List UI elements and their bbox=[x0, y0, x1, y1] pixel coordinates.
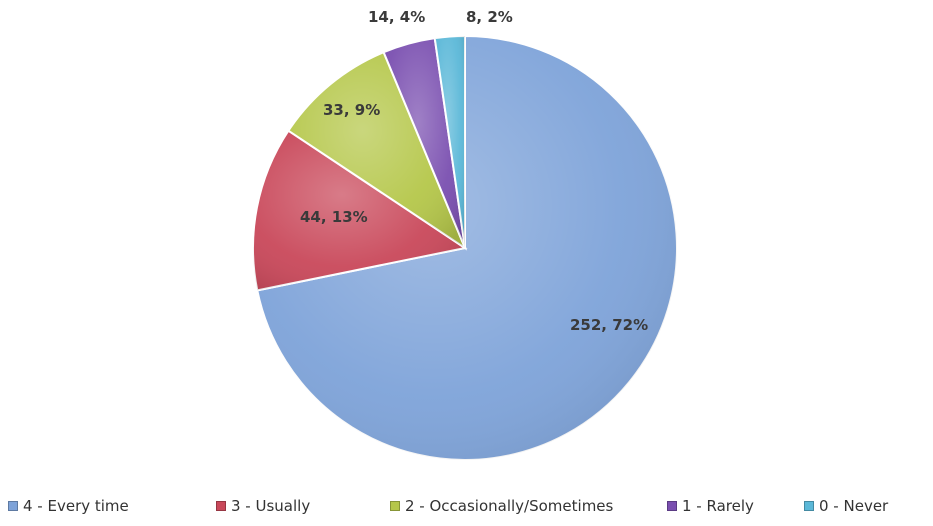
pie-data-label-4-every-time: 252, 72% bbox=[570, 316, 648, 334]
legend-label-usually: 3 - Usually bbox=[231, 497, 311, 515]
legend-item-every-time: 4 - Every time bbox=[8, 497, 129, 515]
legend-swatch-every-time bbox=[8, 501, 18, 511]
chart-legend: 4 - Every time 3 - Usually 2 - Occasiona… bbox=[8, 497, 928, 521]
pie-slice-shading-0-never bbox=[434, 36, 465, 248]
legend-swatch-never bbox=[804, 501, 814, 511]
legend-item-rarely: 1 - Rarely bbox=[667, 497, 754, 515]
pie-data-label-2-occasionally-sometimes: 33, 9% bbox=[323, 101, 380, 119]
legend-item-occasionally: 2 - Occasionally/Sometimes bbox=[390, 497, 613, 515]
legend-item-never: 0 - Never bbox=[804, 497, 888, 515]
pie-slice-shading-4-every-time bbox=[257, 36, 677, 461]
pie-slice-shading-1-rarely bbox=[383, 38, 465, 248]
legend-swatch-occasionally bbox=[390, 501, 400, 511]
legend-swatch-rarely bbox=[667, 501, 677, 511]
legend-label-every-time: 4 - Every time bbox=[23, 497, 129, 515]
pie-slice-shading-2-occasionally-sometimes bbox=[288, 52, 465, 249]
legend-label-rarely: 1 - Rarely bbox=[682, 497, 754, 515]
pie-data-label-1-rarely: 14, 4% bbox=[368, 8, 425, 26]
pie-slice-shading-3-usually bbox=[252, 130, 465, 291]
legend-label-never: 0 - Never bbox=[819, 497, 889, 515]
pie-data-label-0-never: 8, 2% bbox=[466, 8, 513, 26]
pie-data-label-3-usually: 44, 13% bbox=[300, 208, 368, 226]
legend-item-usually: 3 - Usually bbox=[216, 497, 310, 515]
pie-data-labels: 252, 72% 44, 13% 33, 9% 14, 4% 8, 2% bbox=[300, 8, 648, 334]
legend-label-occasionally: 2 - Occasionally/Sometimes bbox=[405, 497, 614, 515]
pie-slices bbox=[252, 34, 678, 461]
legend-swatch-usually bbox=[216, 501, 226, 511]
